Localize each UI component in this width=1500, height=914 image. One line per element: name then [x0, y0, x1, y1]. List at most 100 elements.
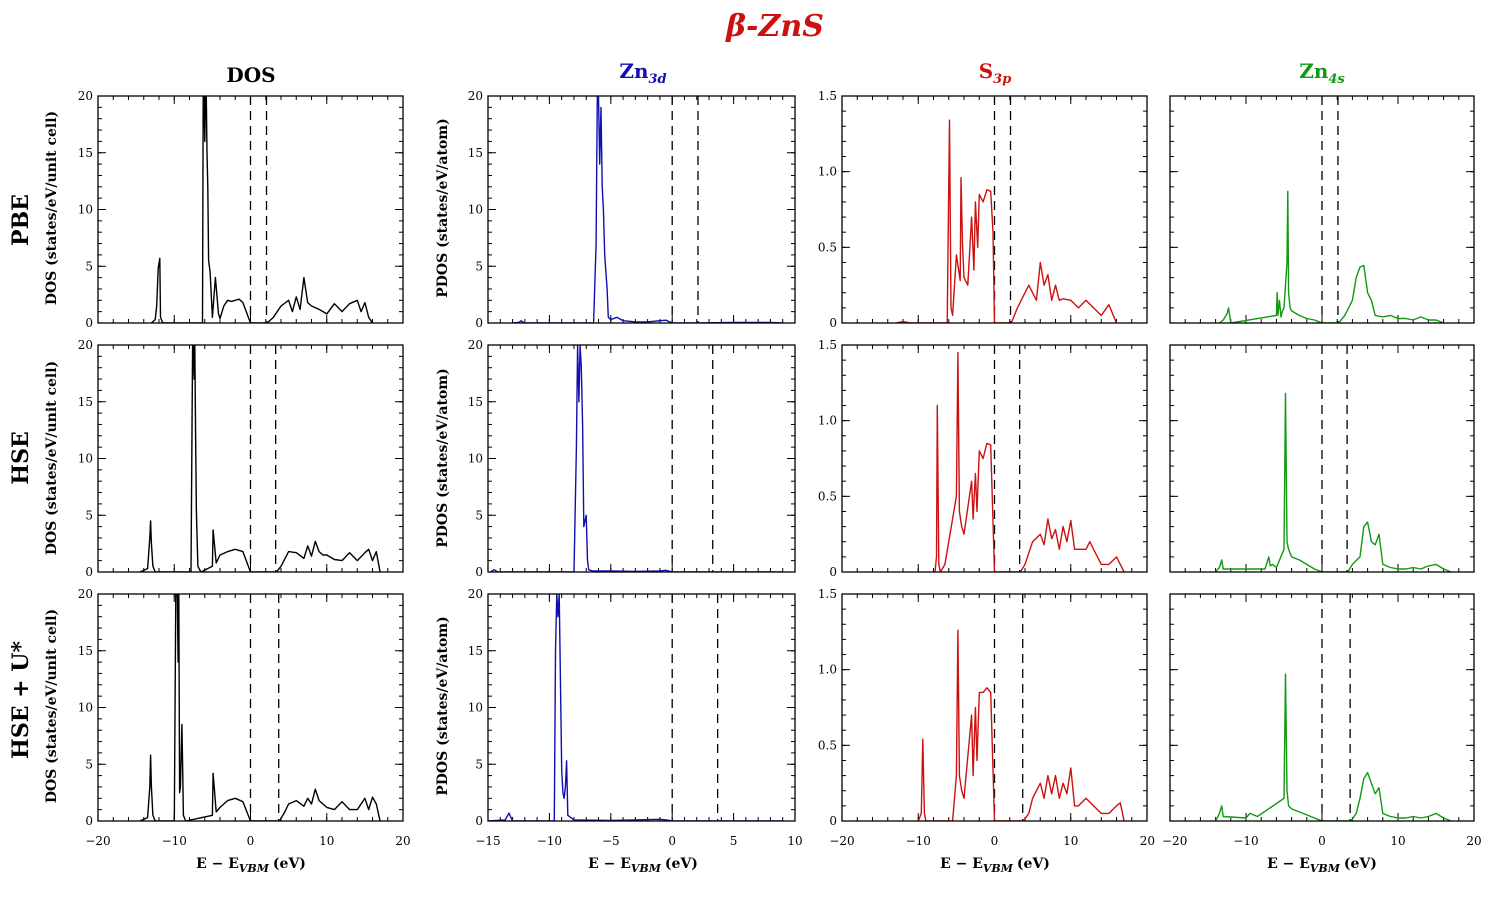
column-title-base: Zn: [619, 59, 649, 83]
x-axis-label-zn3d: E − EVBM (eV): [588, 856, 698, 875]
panel-1: 0 5 10 15 20: [78, 89, 404, 330]
y-tick-label: 20: [78, 587, 93, 601]
y-tick-label: 1.5: [818, 89, 837, 103]
y-axis-label-pdos-hse: PDOS (states/eV/atom): [435, 368, 451, 547]
y-tick-label: 0: [475, 565, 483, 579]
y-tick-label: 0: [829, 565, 837, 579]
y-tick-label: 10: [78, 452, 93, 466]
y-tick-label: 1.5: [818, 338, 837, 352]
panels-group: 0 5 10 15 20 0 5 10 15 20 0 0.5 1.0 1.5 0 5 10 15 20 0 5 10 15…: [78, 89, 1482, 848]
y-axis-label-pdos-pbe: PDOS (states/eV/atom): [435, 118, 451, 297]
y-tick-label: 5: [85, 508, 93, 522]
x-label-sub: VBM: [1310, 862, 1341, 875]
y-tick-label: 0: [85, 316, 93, 330]
y-tick-label: 10: [468, 452, 483, 466]
x-tick-label: 10: [1063, 834, 1078, 848]
y-tick-label: 0: [829, 814, 837, 828]
column-title-base: S: [979, 59, 993, 83]
panel-7: 0 0.5 1.0 1.5: [818, 338, 1148, 579]
panel-frame: [97, 95, 404, 324]
y-tick-label: 0.5: [818, 240, 837, 254]
y-tick-label: 5: [85, 757, 93, 771]
y-tick-label: 0: [85, 814, 93, 828]
y-tick-label: 10: [468, 701, 483, 715]
x-axis-label-zn4s: E − EVBM (eV): [1267, 856, 1377, 875]
x-tick-label: 0: [247, 834, 255, 848]
x-tick-label: −10: [906, 834, 931, 848]
panel-frame: [841, 593, 1148, 822]
dos-curve: [1214, 673, 1452, 821]
panel-frame: [97, 344, 404, 573]
panel-frame: [1169, 593, 1475, 822]
y-tick-label: 1.0: [818, 165, 837, 179]
panel-frame: [487, 344, 796, 573]
y-tick-label: 1.0: [818, 663, 837, 677]
panel-frame: [487, 95, 796, 324]
x-tick-label: 10: [319, 834, 334, 848]
x-label-unit: (eV): [273, 856, 306, 872]
y-axis-label-pdos-hse-u: PDOS (states/eV/atom): [435, 616, 451, 795]
x-label-unit: (eV): [1017, 856, 1050, 872]
x-tick-label: 0: [668, 834, 676, 848]
panel-frame: [1169, 344, 1475, 573]
y-tick-label: 15: [468, 644, 483, 658]
x-tick-label: −10: [537, 834, 562, 848]
x-tick-label: 0: [1318, 834, 1326, 848]
y-tick-label: 5: [85, 259, 93, 273]
dos-curve: [934, 351, 1125, 572]
y-tick-label: 15: [78, 146, 93, 160]
column-title-sub: 3p: [993, 72, 1011, 87]
y-tick-label: 5: [475, 757, 483, 771]
panel-8: [1169, 344, 1475, 573]
panel-6: 0 5 10 15 20: [468, 338, 796, 579]
panel-10: 0 5 10 15 20 −15 −10 −5 0 5 10: [468, 587, 803, 848]
x-tick-label: −5: [602, 834, 620, 848]
x-tick-label: 20: [395, 834, 410, 848]
panel-11: 0 0.5 1.0 1.5 −20 −10 0 10 20: [818, 587, 1155, 848]
y-tick-label: 0.5: [818, 489, 837, 503]
y-tick-label: 10: [468, 203, 483, 217]
y-tick-label: 0.5: [818, 738, 837, 752]
panel-frame: [841, 344, 1148, 573]
column-title-sub: 4s: [1328, 72, 1345, 87]
x-axis-label-s3p: E − EVBM (eV): [940, 856, 1050, 875]
dos-curve: [490, 345, 783, 572]
x-tick-label: −20: [1162, 834, 1187, 848]
y-tick-label: 5: [475, 508, 483, 522]
x-tick-label: 10: [787, 834, 802, 848]
y-tick-label: 15: [468, 395, 483, 409]
x-label-main: E − E: [588, 856, 631, 872]
x-tick-label: −10: [162, 834, 187, 848]
panel-4: [1169, 95, 1475, 324]
dos-curve: [488, 594, 783, 821]
x-axis-label-dos: E − EVBM (eV): [196, 856, 306, 875]
x-tick-label: −20: [829, 834, 854, 848]
y-tick-label: 20: [78, 338, 93, 352]
dos-curve: [150, 96, 374, 323]
x-label-main: E − E: [940, 856, 983, 872]
column-title-zn4s: Zn4s: [1299, 59, 1345, 87]
column-title-sub: 3d: [649, 72, 667, 87]
y-tick-label: 0: [475, 316, 483, 330]
x-tick-label: −10: [1233, 834, 1258, 848]
panel-frame: [841, 95, 1148, 324]
column-title-dos: DOS: [226, 63, 275, 87]
dos-curve: [139, 345, 381, 572]
panel-frame: [487, 593, 796, 822]
panel-5: 0 5 10 15 20: [78, 338, 404, 579]
dos-curve: [512, 96, 783, 323]
y-tick-label: 20: [468, 338, 483, 352]
panel-frame: [1169, 95, 1475, 324]
y-tick-label: 0: [475, 814, 483, 828]
y-tick-label: 0: [85, 565, 93, 579]
x-tick-label: 20: [1466, 834, 1481, 848]
row-label-hse: HSE: [8, 431, 34, 484]
panel-12: −20 −10 0 10 20: [1162, 593, 1482, 848]
y-tick-label: 20: [468, 89, 483, 103]
figure-title: β-ZnS: [725, 9, 824, 44]
y-tick-label: 1.5: [818, 587, 837, 601]
dos-curve: [895, 119, 1118, 323]
column-title-base: Zn: [1299, 59, 1329, 83]
panel-frame: [97, 593, 404, 822]
